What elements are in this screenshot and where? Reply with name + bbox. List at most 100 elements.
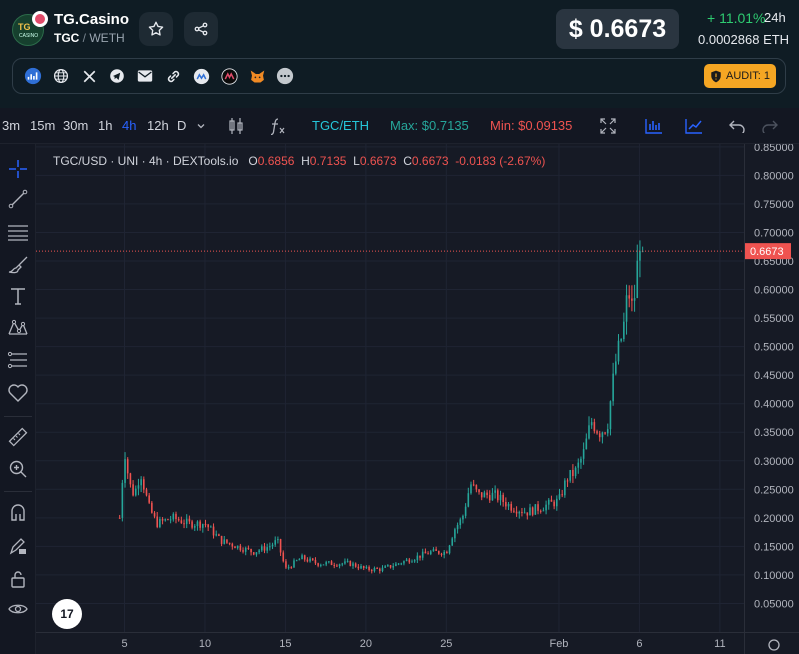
email-icon[interactable] [135,66,155,86]
globe-icon[interactable] [51,66,71,86]
candle-body [470,484,472,494]
candle-body [446,551,448,554]
candle-body [534,504,537,515]
candle-body [185,518,188,524]
candle-body [609,401,612,430]
candle-body [384,566,386,568]
pair-quote: WETH [89,31,125,45]
candle-body [287,567,290,569]
candle-body [373,567,376,572]
timeframe-4h[interactable]: 4h [122,118,137,133]
candle-body [357,566,360,569]
settings-gear-icon[interactable] [768,639,780,651]
price-tick-label: 0.60000 [754,285,794,297]
audit-button[interactable]: AUDIT: 1 [704,64,776,88]
candle-body [202,524,204,528]
candle-body [593,422,596,432]
link-icon[interactable] [163,66,183,86]
coingecko-icon[interactable] [219,66,239,86]
candle-body [314,559,317,564]
time-tick-label: 15 [279,638,291,650]
candle-body [290,567,293,569]
candle-body [285,561,287,568]
pair-switch[interactable]: TGC/ETH [312,118,370,133]
tradingview-logo[interactable]: 17 [52,599,82,629]
crosshair-icon[interactable] [6,157,30,181]
candle-body [234,546,236,549]
candle-body [550,499,553,502]
magnet-icon[interactable] [6,502,30,526]
chart-toolbar: 3m 15m 30m 1h 4h 12h D TGC/ETH Max: $0.7… [0,108,799,144]
candle-body [440,553,443,555]
candle-body [435,549,437,551]
candle-body [456,525,459,530]
fullscreen-icon[interactable] [598,116,618,136]
shield-icon [711,70,721,82]
x-icon[interactable] [79,66,99,86]
ruler-icon[interactable] [6,425,30,449]
heart-icon[interactable] [6,381,30,405]
candle-body [118,517,121,519]
candle-body [255,552,258,555]
candle-body [148,495,150,503]
timeframe-D[interactable]: D [177,118,187,133]
redo-icon[interactable] [760,116,780,136]
candle-body [494,490,496,493]
price-chart[interactable]: 0.05000 0.10000 0.15000 0.20000 0.25000 0.300… [36,144,799,654]
telegram-icon[interactable] [107,66,127,86]
horizontal-lines-icon[interactable] [6,220,30,244]
share-button[interactable] [184,12,218,46]
eth-price: 0.0002868 ETH [698,32,790,47]
candle-body [505,502,507,507]
more-icon[interactable] [275,66,295,86]
candle-body [191,521,193,528]
candle-body [298,559,301,561]
text-tool-icon[interactable] [6,284,30,308]
price-tick-label: 0.15000 [754,541,794,553]
timeframe-30m[interactable]: 30m [63,118,89,133]
timeframe-3m[interactable]: 3m [2,118,21,133]
token-header: TG CASINO TG.Casino TGC / WETH $ 0.6673 … [0,0,799,108]
timeframe-chevron-down-icon[interactable] [191,116,211,136]
candle-body [175,513,177,520]
coinmarketcap-icon[interactable] [191,66,211,86]
favorite-button[interactable] [139,12,173,46]
measure-lines-icon[interactable] [6,348,30,372]
pattern-icon[interactable] [6,316,30,340]
candle-body [580,458,582,463]
usd-price: $ 0.6673 [556,9,679,49]
zoom-in-icon[interactable] [6,457,30,481]
trend-line-icon[interactable] [6,187,30,211]
candle-body [277,539,279,541]
compare-bars-icon[interactable] [644,116,664,136]
candle-body [639,251,641,261]
brush-icon[interactable] [6,252,30,276]
timeframe-12h[interactable]: 12h [147,118,169,133]
lock-icon[interactable] [6,567,30,591]
candle-body [389,565,392,568]
candle-body [553,501,555,507]
candle-body [413,560,416,562]
toolbar-divider [4,416,32,417]
chart-icon[interactable] [23,66,43,86]
candle-body [462,515,464,520]
lock-draw-icon[interactable] [6,534,30,558]
candle-body [628,295,631,299]
timeframe-1h[interactable]: 1h [98,118,113,133]
candle-body [143,479,145,490]
eye-icon[interactable] [6,597,30,621]
chart-style-icon[interactable] [684,116,704,136]
candle-body [633,298,636,301]
candle-body [341,563,344,565]
candle-body [569,469,572,481]
timeframe-15m[interactable]: 15m [30,118,56,133]
price-tick-label: 0.85000 [754,144,794,154]
undo-icon[interactable] [727,116,747,136]
price-chart-panel[interactable] [36,144,799,654]
candles-icon[interactable] [226,116,246,136]
candle-body [411,561,413,563]
candle-body [531,507,534,515]
candle-body [352,563,354,566]
metamask-icon[interactable] [247,66,267,86]
indicators-fx-icon[interactable] [268,116,288,136]
